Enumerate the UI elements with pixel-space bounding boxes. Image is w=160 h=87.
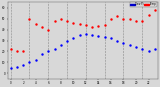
- Legend: Dew Pt, Temp: Dew Pt, Temp: [130, 2, 157, 7]
